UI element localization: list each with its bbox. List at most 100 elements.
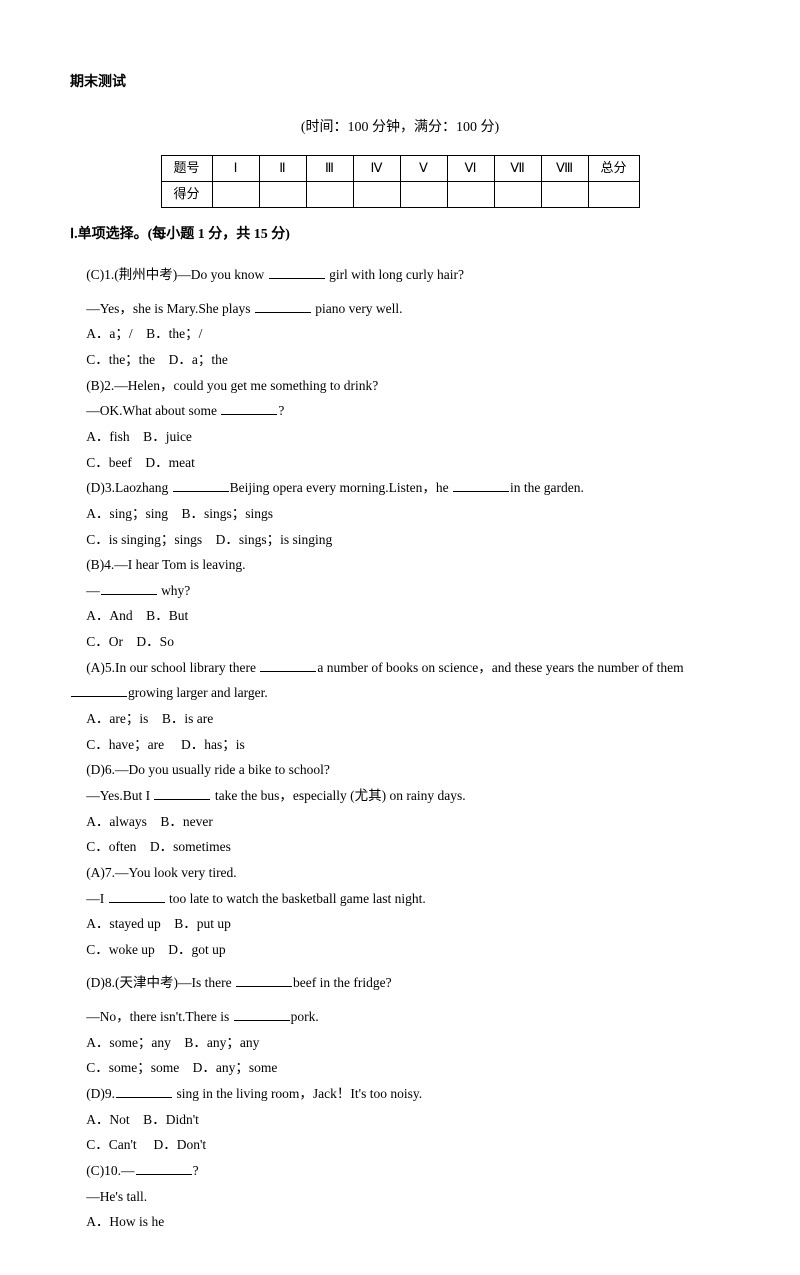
q8-text-a: (D)8.(天津中考)—Is there	[86, 975, 235, 990]
blank	[236, 974, 292, 987]
blank	[116, 1085, 172, 1098]
score-header-cell: Ⅷ	[541, 156, 588, 182]
q5-text-c: growing larger and larger.	[128, 685, 268, 700]
q8-options-ab: A．some；any B．any；any	[70, 1030, 730, 1056]
q5-options-cd: C．have；are D．has；is	[70, 732, 730, 758]
page-subtitle: (时间：100 分钟，满分：100 分)	[70, 115, 730, 142]
q9-line1: (D)9. sing in the living room，Jack！It's …	[70, 1081, 730, 1107]
score-cell	[212, 181, 259, 207]
q3-text-b: Beijing opera every morning.Listen，he	[230, 480, 452, 495]
blank	[255, 300, 311, 313]
q2-options-cd: C．beef D．meat	[70, 450, 730, 476]
q9-options-ab: A．Not B．Didn't	[70, 1107, 730, 1133]
q6-line2: —Yes.But I take the bus，especially (尤其) …	[70, 783, 730, 809]
q1-text-a: (C)1.(荆州中考)—Do you know	[86, 267, 268, 282]
blank	[154, 787, 210, 800]
q6-text-b: take the bus，especially (尤其) on rainy da…	[211, 788, 465, 803]
blank	[221, 402, 277, 415]
q6-text-a: —Yes.But I	[86, 788, 153, 803]
score-header-cell: 题号	[161, 156, 212, 182]
page-title: 期末测试	[70, 70, 730, 97]
blank	[260, 659, 316, 672]
q9-options-cd: C．Can't D．Don't	[70, 1132, 730, 1158]
score-cell	[259, 181, 306, 207]
q8-line2: —No，there isn't.There is pork.	[70, 1004, 730, 1030]
q7-options-ab: A．stayed up B．put up	[70, 911, 730, 937]
score-header-cell: Ⅰ	[212, 156, 259, 182]
q9-text-a: (D)9.	[86, 1086, 115, 1101]
score-cell	[541, 181, 588, 207]
q3-text-c: in the garden.	[510, 480, 584, 495]
score-cell	[306, 181, 353, 207]
score-header-cell: 总分	[588, 156, 639, 182]
q5-text-a: (A)5.In our school library there	[86, 660, 259, 675]
blank	[453, 479, 509, 492]
q6-line1: (D)6.—Do you usually ride a bike to scho…	[70, 757, 730, 783]
q2-line1: (B)2.—Helen，could you get me something t…	[70, 373, 730, 399]
q8-text-d: pork.	[291, 1009, 319, 1024]
q4-options-cd: C．Or D．So	[70, 629, 730, 655]
q1-text-c: —Yes，she is Mary.She plays	[86, 301, 254, 316]
q4-line1: (B)4.—I hear Tom is leaving.	[70, 552, 730, 578]
q10-text-a: (C)10.—	[86, 1163, 134, 1178]
q8-line1: (D)8.(天津中考)—Is there beef in the fridge?	[70, 970, 730, 996]
q1-options-cd: C．the；the D．a；the	[70, 347, 730, 373]
q5-options-ab: A．are；is B．is are	[70, 706, 730, 732]
q10-line2: —He's tall.	[70, 1184, 730, 1210]
q1-options-ab: A．a；/ B．the；/	[70, 321, 730, 347]
q1-text-d: piano very well.	[312, 301, 403, 316]
q1-line2: —Yes，she is Mary.She plays piano very we…	[70, 296, 730, 322]
q3-line1: (D)3.Laozhang Beijing opera every mornin…	[70, 475, 730, 501]
q7-text-b: too late to watch the basketball game la…	[166, 891, 426, 906]
q5-line1: (A)5.In our school library there a numbe…	[70, 655, 730, 681]
q10-options-a: A．How is he	[70, 1209, 730, 1235]
score-cell	[353, 181, 400, 207]
q8-text-c: —No，there isn't.There is	[86, 1009, 232, 1024]
q7-text-a: —I	[86, 891, 107, 906]
q9-text-b: sing in the living room，Jack！It's too no…	[173, 1086, 422, 1101]
q5-text-b: a number of books on science，and these y…	[317, 660, 683, 675]
q6-options-ab: A．always B．never	[70, 809, 730, 835]
q1-line1: (C)1.(荆州中考)—Do you know girl with long c…	[70, 262, 730, 288]
score-header-row: 题号 Ⅰ Ⅱ Ⅲ Ⅳ Ⅴ Ⅵ Ⅶ Ⅷ 总分	[161, 156, 639, 182]
score-row-label: 得分	[161, 181, 212, 207]
blank	[173, 479, 229, 492]
score-header-cell: Ⅳ	[353, 156, 400, 182]
q2-text-a: —OK.What about some	[86, 403, 220, 418]
q4-text-b: why?	[158, 583, 191, 598]
blank	[71, 684, 127, 697]
q3-text-a: (D)3.Laozhang	[86, 480, 171, 495]
score-cell	[447, 181, 494, 207]
q3-options-cd: C．is singing；sings D．sings；is singing	[70, 527, 730, 553]
q10-line1: (C)10.—?	[70, 1158, 730, 1184]
blank	[269, 266, 325, 279]
section-header: Ⅰ.单项选择。(每小题 1 分，共 15 分)	[70, 222, 730, 249]
q4-options-ab: A．And B．But	[70, 603, 730, 629]
blank	[101, 582, 157, 595]
q8-options-cd: C．some；some D．any；some	[70, 1055, 730, 1081]
score-table: 题号 Ⅰ Ⅱ Ⅲ Ⅳ Ⅴ Ⅵ Ⅶ Ⅷ 总分 得分	[161, 155, 640, 207]
q4-line2: — why?	[70, 578, 730, 604]
blank	[109, 889, 165, 902]
blank	[136, 1162, 192, 1175]
score-cell	[588, 181, 639, 207]
score-value-row: 得分	[161, 181, 639, 207]
q1-text-b: girl with long curly hair?	[326, 267, 464, 282]
q3-options-ab: A．sing；sing B．sings；sings	[70, 501, 730, 527]
q2-options-ab: A．fish B．juice	[70, 424, 730, 450]
blank	[234, 1008, 290, 1021]
q10-text-b: ?	[193, 1163, 199, 1178]
q7-options-cd: C．woke up D．got up	[70, 937, 730, 963]
q2-text-b: ?	[278, 403, 284, 418]
score-header-cell: Ⅱ	[259, 156, 306, 182]
score-header-cell: Ⅶ	[494, 156, 541, 182]
q5-line2: growing larger and larger.	[70, 680, 730, 706]
q8-text-b: beef in the fridge?	[293, 975, 392, 990]
score-header-cell: Ⅲ	[306, 156, 353, 182]
score-header-cell: Ⅴ	[400, 156, 447, 182]
q7-line2: —I too late to watch the basketball game…	[70, 886, 730, 912]
q2-line2: —OK.What about some ?	[70, 398, 730, 424]
score-cell	[400, 181, 447, 207]
score-header-cell: Ⅵ	[447, 156, 494, 182]
q7-line1: (A)7.—You look very tired.	[70, 860, 730, 886]
